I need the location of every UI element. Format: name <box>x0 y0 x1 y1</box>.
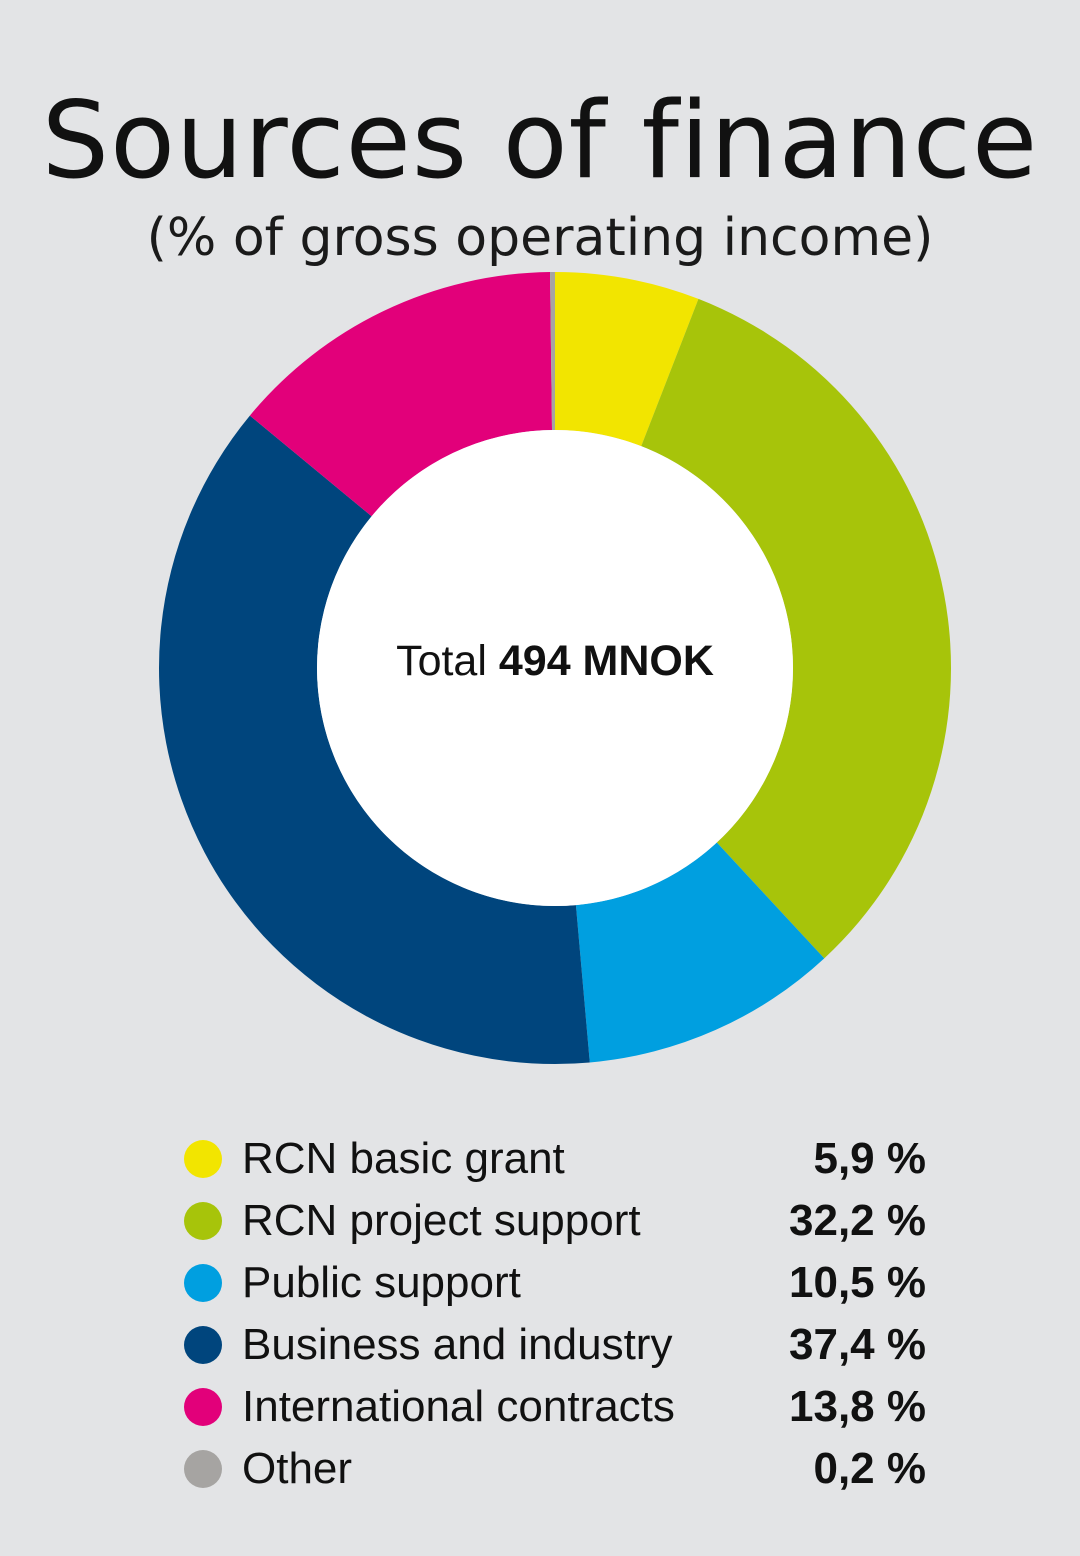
legend-label: Other <box>242 1444 353 1493</box>
center-total-prefix: Total <box>396 637 487 685</box>
donut-hole <box>317 430 793 906</box>
legend-swatch <box>184 1140 222 1178</box>
legend-label: Public support <box>242 1258 521 1307</box>
legend-label: Business and industry <box>242 1320 673 1369</box>
center-total-value: 494 MNOK <box>498 637 714 685</box>
legend-value: 5,9 % <box>813 1134 926 1183</box>
legend-item: International contracts 13,8 % <box>180 1376 930 1438</box>
donut-slice-rcn-project-support <box>641 298 952 959</box>
donut-slice-rcn-basic-grant <box>555 272 699 447</box>
center-total: Total 494 MNOK <box>320 640 790 683</box>
legend-item: Public support 10,5 % <box>180 1252 930 1314</box>
donut-chart <box>159 272 952 1064</box>
legend-value: 10,5 % <box>789 1258 926 1307</box>
legend-item: Other 0,2 % <box>180 1438 930 1500</box>
legend-value: 32,2 % <box>789 1196 926 1245</box>
donut-slice-other <box>550 272 555 431</box>
donut-slices <box>159 272 952 1064</box>
legend-label: RCN project support <box>242 1196 641 1245</box>
legend: RCN basic grant 5,9 % RCN project suppor… <box>180 1128 930 1500</box>
legend-value: 37,4 % <box>789 1320 926 1369</box>
legend-swatch <box>184 1326 222 1364</box>
legend-label: International contracts <box>242 1382 675 1431</box>
legend-swatch <box>184 1388 222 1426</box>
legend-label: RCN basic grant <box>242 1134 565 1183</box>
legend-swatch <box>184 1450 222 1488</box>
donut-slice-business-and-industry <box>159 415 590 1064</box>
legend-swatch <box>184 1202 222 1240</box>
legend-item: Business and industry 37,4 % <box>180 1314 930 1376</box>
legend-swatch <box>184 1264 222 1302</box>
donut-slice-public-support <box>575 842 825 1063</box>
legend-item: RCN basic grant 5,9 % <box>180 1128 930 1190</box>
legend-item: RCN project support 32,2 % <box>180 1190 930 1252</box>
legend-value: 13,8 % <box>789 1382 926 1431</box>
chart-subtitle: (% of gross operating income) <box>146 208 934 268</box>
legend-value: 0,2 % <box>813 1444 926 1493</box>
chart-title: Sources of finance <box>41 79 1039 202</box>
donut-slice-international-contracts <box>249 272 553 517</box>
